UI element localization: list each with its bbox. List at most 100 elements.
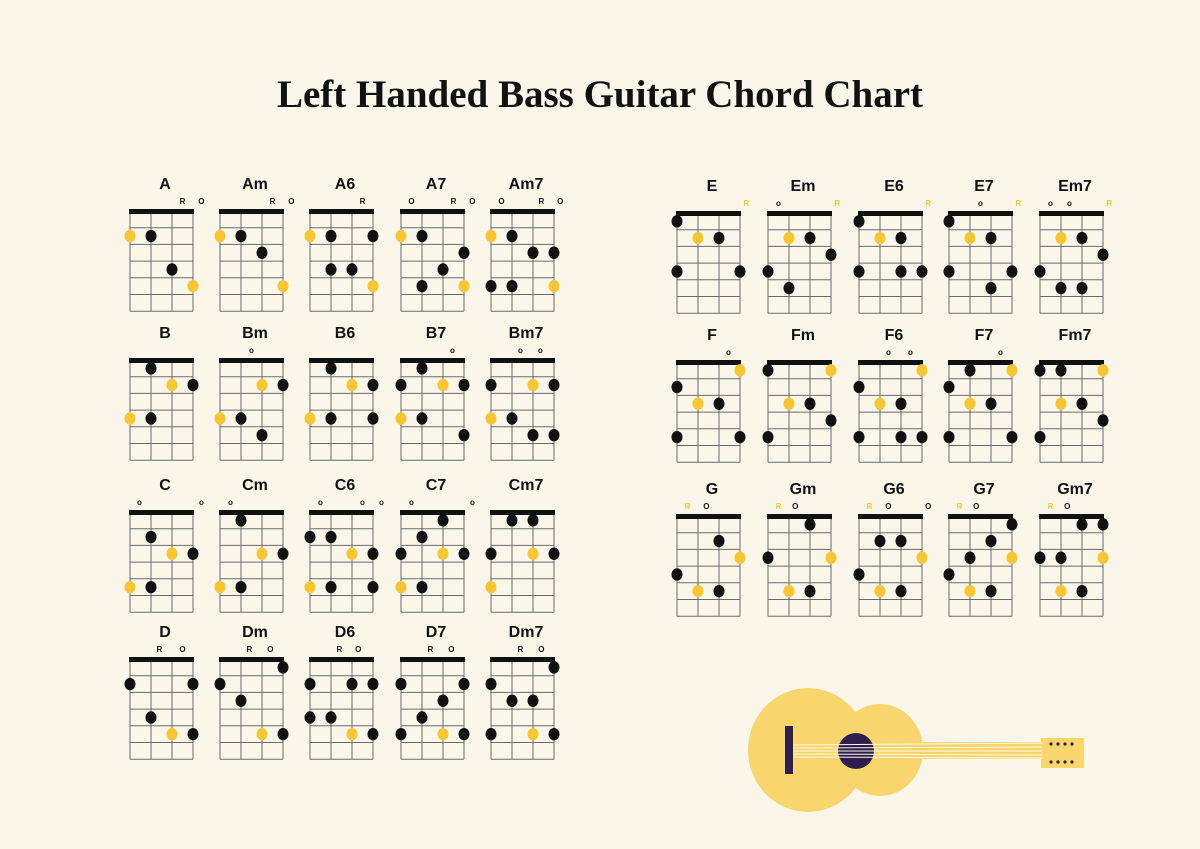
finger-dot bbox=[214, 677, 226, 691]
chord-diagram-G: G R O bbox=[662, 481, 762, 621]
chord-diagram-Am7: Am7 O R O bbox=[476, 176, 576, 316]
finger-dot bbox=[416, 229, 428, 243]
root-note-dot bbox=[964, 397, 976, 410]
finger-dot bbox=[548, 378, 560, 392]
chord-name: G6 bbox=[883, 481, 905, 498]
nut bbox=[858, 514, 923, 519]
chord-diagram-C6: C6 o o o bbox=[295, 477, 395, 617]
root-note-dot bbox=[692, 397, 704, 410]
finger-dot bbox=[895, 397, 907, 410]
guitar-headstock bbox=[1041, 738, 1084, 768]
finger-dot bbox=[235, 229, 247, 243]
finger-dot bbox=[895, 534, 907, 548]
nut bbox=[676, 360, 741, 365]
finger-dot bbox=[1097, 414, 1109, 427]
finger-dot bbox=[325, 580, 337, 594]
finger-dot bbox=[1076, 518, 1088, 531]
finger-dot bbox=[874, 534, 886, 548]
root-note-dot bbox=[395, 580, 407, 594]
guitar-tuning-pegs bbox=[1049, 742, 1074, 764]
finger-dot bbox=[734, 430, 746, 444]
finger-dot bbox=[713, 397, 725, 410]
chord-diagram-Fm7: Fm7 bbox=[1025, 327, 1125, 467]
finger-dot bbox=[277, 547, 289, 560]
nut bbox=[948, 211, 1013, 216]
chord-name: F6 bbox=[884, 327, 904, 344]
string-marker: R bbox=[1048, 502, 1054, 511]
finger-dot bbox=[145, 229, 157, 243]
chord-name: G bbox=[705, 481, 719, 498]
root-note-dot bbox=[874, 231, 886, 245]
finger-dot bbox=[1055, 281, 1067, 295]
finger-dot bbox=[713, 584, 725, 598]
chord-diagram-F6: F6 o o bbox=[844, 327, 944, 467]
finger-dot bbox=[485, 378, 497, 392]
root-note-dot bbox=[825, 551, 837, 564]
nut bbox=[309, 657, 374, 662]
chord-name: G7 bbox=[973, 481, 995, 498]
finger-dot bbox=[985, 281, 997, 295]
chord-diagram-Cm7: Cm7 bbox=[476, 477, 576, 617]
root-note-dot bbox=[166, 547, 178, 560]
finger-dot bbox=[458, 378, 470, 392]
chord-grid bbox=[485, 510, 560, 613]
finger-dot bbox=[804, 397, 816, 410]
finger-dot bbox=[853, 215, 865, 228]
nut bbox=[309, 510, 374, 515]
finger-dot bbox=[277, 661, 289, 674]
root-note-dot bbox=[527, 547, 539, 560]
string-marker: R bbox=[451, 197, 457, 206]
string-marker: O bbox=[703, 502, 709, 511]
finger-dot bbox=[1034, 364, 1046, 377]
string-marker: O bbox=[448, 645, 454, 654]
chord-diagram-Gm7: Gm7 R O bbox=[1025, 481, 1125, 621]
root-note-dot bbox=[1055, 231, 1067, 245]
chord-diagram-G6: G6 R O O bbox=[844, 481, 944, 621]
finger-dot bbox=[304, 711, 316, 724]
root-note-dot bbox=[1097, 364, 1109, 377]
string-marker: R bbox=[270, 197, 276, 206]
chord-grid: o bbox=[214, 498, 289, 613]
finger-dot bbox=[762, 265, 774, 278]
finger-dot bbox=[325, 412, 337, 425]
root-note-dot bbox=[256, 378, 268, 392]
finger-dot bbox=[325, 229, 337, 243]
guitar-icon bbox=[748, 688, 1084, 812]
root-note-dot bbox=[1055, 397, 1067, 410]
chord-name: C bbox=[159, 477, 171, 494]
chord-name: A6 bbox=[334, 176, 356, 193]
nut bbox=[400, 657, 465, 662]
string-marker: o bbox=[998, 348, 1003, 357]
root-note-dot bbox=[395, 412, 407, 425]
string-marker: R bbox=[518, 645, 524, 654]
finger-dot bbox=[825, 248, 837, 261]
finger-dot bbox=[367, 412, 379, 425]
root-note-dot bbox=[256, 547, 268, 560]
finger-dot bbox=[895, 265, 907, 278]
string-marker: o bbox=[726, 348, 731, 357]
chord-name: B7 bbox=[425, 325, 447, 342]
finger-dot bbox=[1097, 248, 1109, 261]
finger-dot bbox=[458, 677, 470, 691]
finger-dot bbox=[458, 547, 470, 560]
root-note-dot bbox=[214, 580, 226, 594]
chord-diagram-Cm: Cm o bbox=[205, 477, 305, 617]
chord-diagram-G7: G7 R O bbox=[934, 481, 1034, 621]
string-marker: R bbox=[957, 502, 963, 511]
finger-dot bbox=[916, 265, 928, 278]
root-note-dot bbox=[214, 229, 226, 243]
root-note-dot bbox=[485, 412, 497, 425]
finger-dot bbox=[395, 727, 407, 741]
string-marker: O bbox=[179, 645, 185, 654]
root-note-dot bbox=[304, 412, 316, 425]
finger-dot bbox=[416, 530, 428, 544]
string-marker: R bbox=[685, 502, 691, 511]
string-marker: o bbox=[470, 498, 475, 507]
root-note-dot bbox=[1006, 551, 1018, 564]
